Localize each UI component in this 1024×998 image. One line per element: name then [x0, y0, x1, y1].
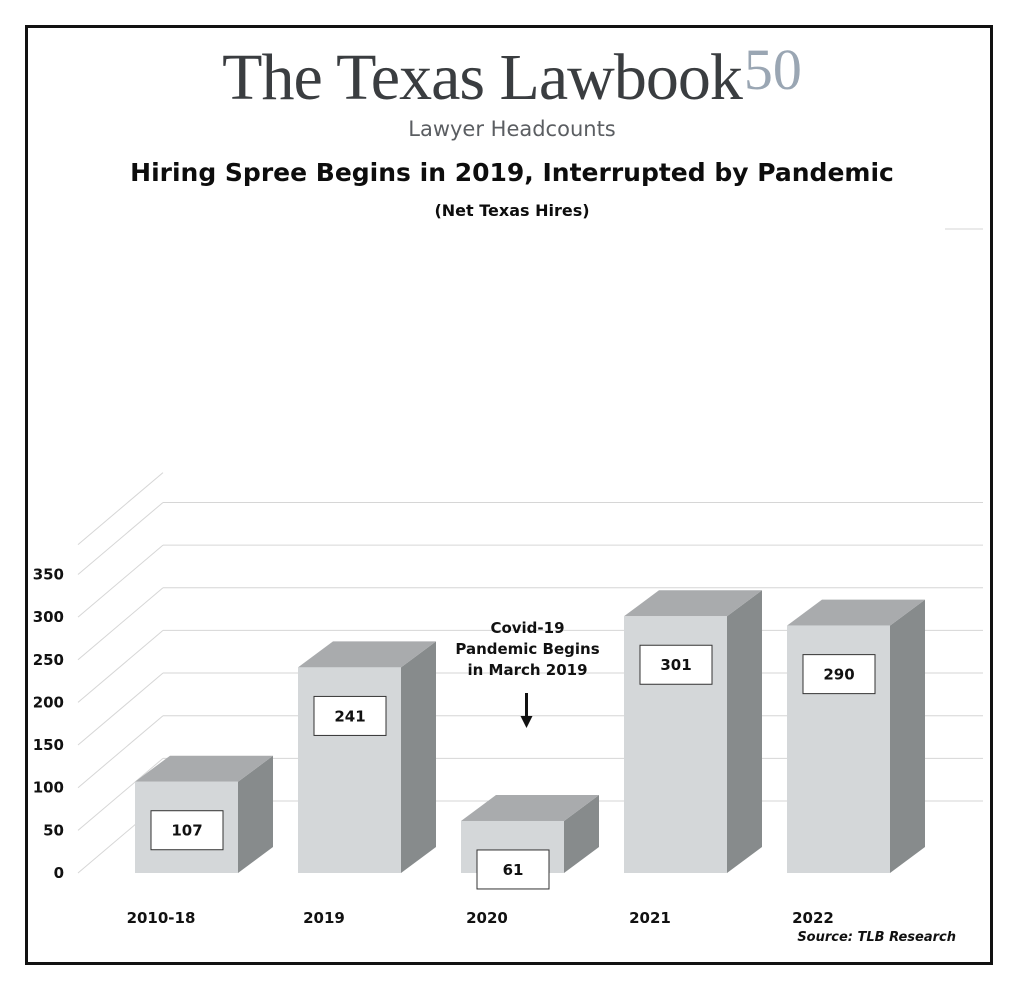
gridline-diagonal [77, 502, 164, 575]
data-label: 301 [660, 656, 691, 674]
bar-top [135, 755, 273, 782]
y-tick-label: 250 [33, 651, 64, 669]
bar-top [461, 794, 599, 821]
annotation-text: in March 2019 [467, 661, 587, 679]
bar-side [238, 755, 273, 873]
annotation-arrowhead [520, 716, 533, 728]
data-label: 241 [334, 707, 365, 725]
y-tick-label: 350 [33, 565, 64, 583]
data-label-box [150, 810, 224, 851]
logo-text: The Texas Lawbook [222, 41, 743, 114]
bar-top [787, 599, 925, 626]
y-tick-label: 50 [43, 821, 64, 839]
data-label: 61 [503, 861, 524, 879]
gridline-diagonal [77, 630, 164, 703]
bar-side [401, 641, 436, 873]
chart-subtitle: (Net Texas Hires) [434, 201, 590, 220]
data-label-box [476, 849, 550, 890]
x-tick-label: 2019 [303, 909, 345, 927]
data-label-box [639, 644, 713, 685]
logo-number: 50 [743, 37, 802, 102]
x-tick-label: 2020 [466, 909, 508, 927]
y-tick-label: 300 [33, 608, 64, 626]
bar-side [890, 599, 925, 873]
y-tick-label: 0 [54, 864, 64, 882]
data-label: 107 [171, 822, 202, 840]
publication-logo: The Texas Lawbook50 [0, 36, 1024, 116]
bar-side [727, 590, 762, 873]
gridline-diagonal [77, 544, 164, 618]
y-tick-label: 100 [33, 779, 64, 797]
bar-top [298, 641, 436, 668]
x-tick-label: 2010-18 [127, 909, 196, 927]
x-tick-label: 2022 [792, 909, 834, 927]
data-label-box [313, 695, 387, 736]
y-tick-label: 200 [33, 693, 64, 711]
y-tick-label: 150 [33, 736, 64, 754]
x-tick-label: 2021 [629, 909, 671, 927]
annotation-text: Pandemic Begins [455, 640, 599, 658]
chart-title: Hiring Spree Begins in 2019, Interrupted… [130, 158, 894, 187]
gridline-diagonal [77, 472, 164, 545]
data-label: 290 [823, 666, 854, 684]
page-subtitle: Lawyer Headcounts [408, 117, 616, 141]
bar-side [564, 794, 599, 873]
data-label-box [802, 654, 876, 695]
gridline-diagonal [77, 672, 164, 746]
gridline-diagonal [77, 587, 164, 661]
source-note: Source: TLB Research [797, 930, 956, 945]
annotation-text: Covid-19 [490, 619, 564, 637]
gridline-diagonal [77, 757, 164, 831]
gridline-diagonal [77, 715, 164, 789]
bar-top [624, 590, 762, 617]
